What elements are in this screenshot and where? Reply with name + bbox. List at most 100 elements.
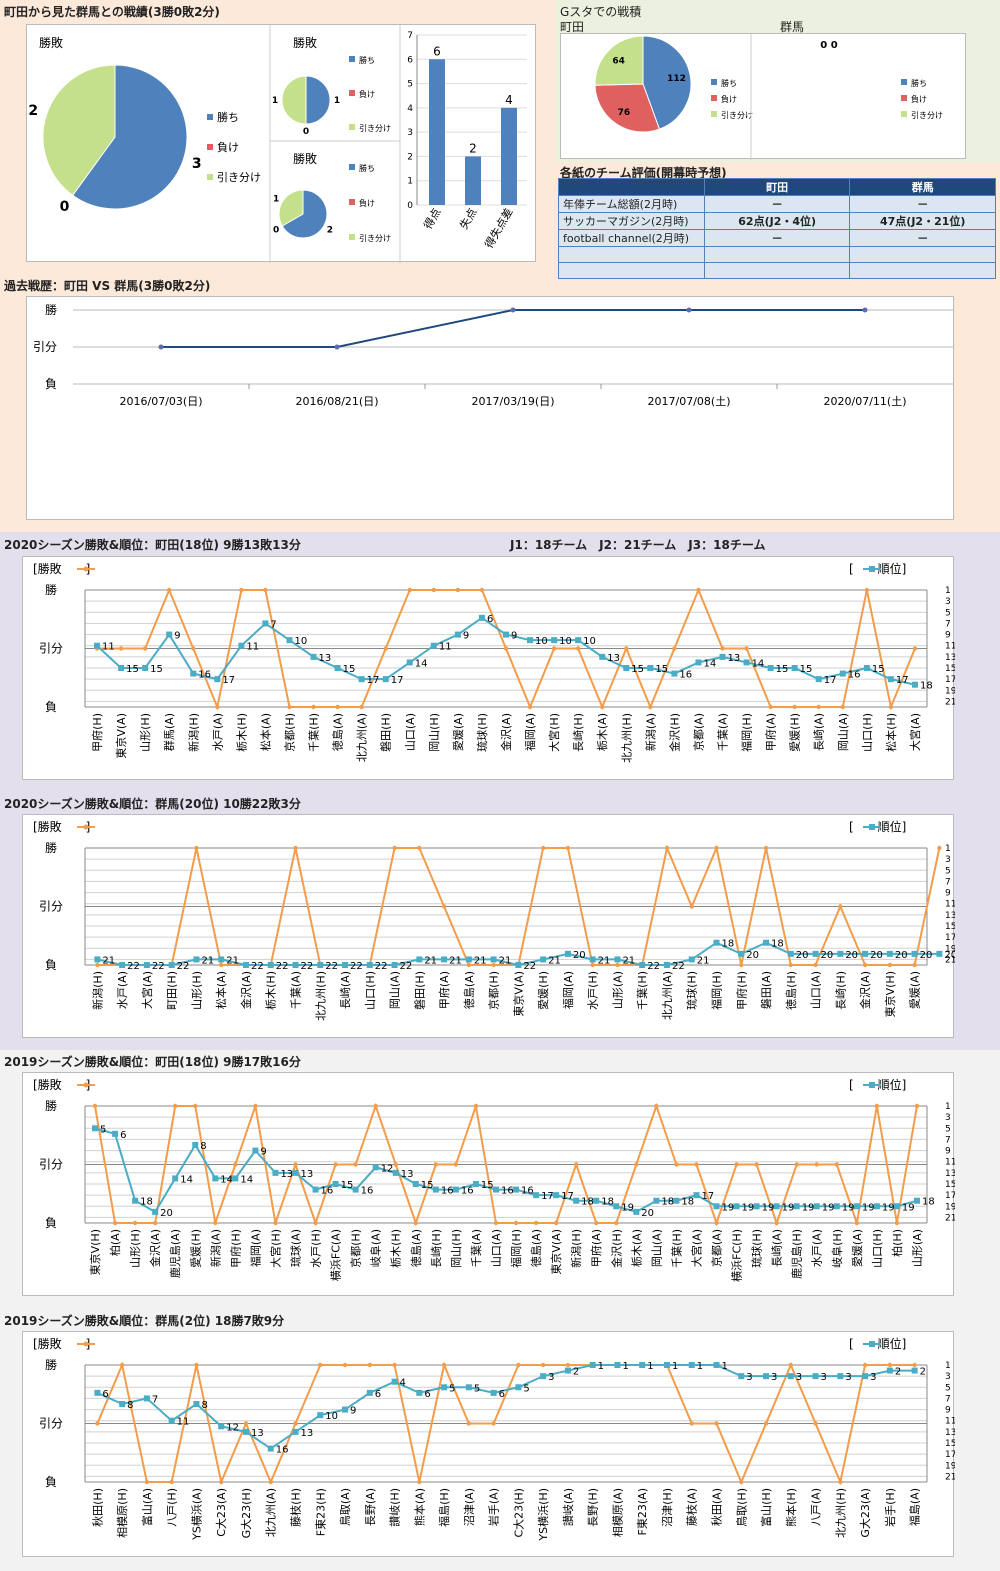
opponent-label-35: 鹿児島(H) <box>790 1229 804 1279</box>
rank-label-6: 22 <box>251 961 264 972</box>
history-point-4 <box>862 307 868 313</box>
pie-main-slice-draw <box>42 64 116 196</box>
result-point-37 <box>834 1162 839 1167</box>
rank-point-5 <box>218 1423 225 1430</box>
rank-point-17 <box>515 1384 522 1391</box>
rank-point-11 <box>358 676 365 683</box>
rank-tick: 1 <box>945 1102 951 1112</box>
rank-point-18 <box>540 1373 547 1380</box>
rank-tick: 5 <box>945 1383 951 1393</box>
rank-point-27 <box>743 659 750 666</box>
opponent-label-20: 水戸(H) <box>587 971 600 1010</box>
rank-tick: 19 <box>945 944 955 954</box>
history-date-0: 2016/07/03(日) <box>120 395 203 408</box>
rank-tick: 7 <box>945 1135 951 1145</box>
bar-0 <box>429 59 445 206</box>
rank-label-17: 16 <box>441 1186 454 1197</box>
rank-label-20: 21 <box>598 955 611 966</box>
opponent-label-13: 山口(A) <box>404 713 417 751</box>
rank-point-10 <box>292 1169 299 1176</box>
pie-away-legend-swatch-win <box>349 164 355 170</box>
rank-point-26 <box>719 653 726 660</box>
rank-label-23: 1 <box>672 1361 678 1372</box>
opponent-label-26: 甲府(H) <box>734 971 748 1010</box>
opponent-label-5: 水戸(A) <box>211 713 224 751</box>
opponent-label-30: 北九州(H) <box>834 1488 847 1538</box>
rank-label-34: 18 <box>920 681 933 692</box>
opponent-label-22: 北九州(H) <box>620 713 633 763</box>
result-point-21 <box>615 962 620 968</box>
history-date-1: 2016/08/21(日) <box>296 395 379 408</box>
pie-home-title: 勝敗 <box>293 35 317 50</box>
rank-label-4: 8 <box>201 1400 207 1411</box>
rank-label-7: 22 <box>276 961 289 972</box>
rank-tick: 5 <box>945 1124 951 1134</box>
rank-tick: 3 <box>945 597 951 607</box>
rank-point-3 <box>166 631 173 638</box>
rank-point-13 <box>406 659 413 666</box>
rank-point-8 <box>286 637 293 644</box>
rank-tick: 13 <box>945 1428 955 1438</box>
result-point-21 <box>513 1220 519 1226</box>
rank-point-11 <box>366 962 373 968</box>
opponent-label-27: 磐田(A) <box>759 971 773 1009</box>
result-point-14 <box>431 587 437 593</box>
rank-label-31: 19 <box>722 1202 735 1213</box>
rank-point-31 <box>862 1373 869 1380</box>
result-point-12 <box>392 1362 397 1368</box>
rank-label-4: 21 <box>201 955 214 966</box>
pie-away-slice-win <box>281 189 328 239</box>
opponent-label-3: 群馬(A) <box>162 713 176 751</box>
rank-point-24 <box>671 670 678 677</box>
result-point-17 <box>433 1162 439 1167</box>
rank-point-10 <box>334 665 341 671</box>
rank-point-19 <box>564 1367 571 1374</box>
rank-label-9: 22 <box>325 961 338 972</box>
rank-label-32: 20 <box>895 950 908 961</box>
rank-label-3: 11 <box>177 1417 190 1428</box>
result-point-28 <box>788 962 793 968</box>
result-point-13 <box>407 587 412 593</box>
rank-tick: 15 <box>945 664 955 674</box>
rank-label-2: 22 <box>152 961 165 972</box>
rank-label-6: 14 <box>220 1174 233 1185</box>
rank-label-26: 19 <box>621 1202 634 1213</box>
opponent-label-11: 山口(H) <box>364 971 377 1010</box>
rank-label-25: 18 <box>722 939 735 950</box>
rank-label-0: 6 <box>102 1389 108 1400</box>
result-point-13 <box>353 1162 358 1167</box>
rank-point-30 <box>837 1373 844 1380</box>
rank-label-30: 20 <box>845 950 858 961</box>
rank-point-23 <box>663 1362 670 1368</box>
rank-label-8: 9 <box>260 1147 266 1158</box>
rank-point-7 <box>267 962 274 968</box>
result-point-2 <box>144 1479 150 1485</box>
result-point-22 <box>624 646 629 651</box>
result-point-24 <box>689 904 694 909</box>
bar-value-0: 6 <box>433 44 441 58</box>
bar-tick: 3 <box>407 128 413 138</box>
rank-label-22: 1 <box>647 1361 653 1372</box>
rank-point-31 <box>862 950 869 957</box>
rank-tick: 11 <box>945 900 955 910</box>
result-ylabel: 引分 <box>39 1417 63 1431</box>
rank-label-25: 14 <box>703 658 716 669</box>
opponent-label-11: 水戸(H) <box>310 1229 323 1268</box>
rank-point-13 <box>416 956 423 963</box>
eval-header-cell: 群馬 <box>849 178 996 196</box>
rank-label-22: 17 <box>541 1191 554 1202</box>
rank-label-12: 15 <box>341 1180 354 1191</box>
gsta-machida-pie-slice-lose <box>594 83 661 133</box>
result-point-18 <box>540 845 546 851</box>
pie-main-legend-swatch-draw <box>207 174 213 180</box>
result-point-21 <box>600 704 605 710</box>
rank-point-32 <box>733 1203 740 1210</box>
rank-tick: 9 <box>945 1406 951 1416</box>
opponent-label-24: 金沢(H) <box>667 713 681 752</box>
gsta-machida-legend-win: 勝ち <box>721 78 737 88</box>
opponent-label-10: 長崎(A) <box>338 971 352 1009</box>
opponent-label-34: 大宮(A) <box>908 713 922 751</box>
result-point-5 <box>215 704 220 710</box>
rank-point-12 <box>382 676 389 683</box>
